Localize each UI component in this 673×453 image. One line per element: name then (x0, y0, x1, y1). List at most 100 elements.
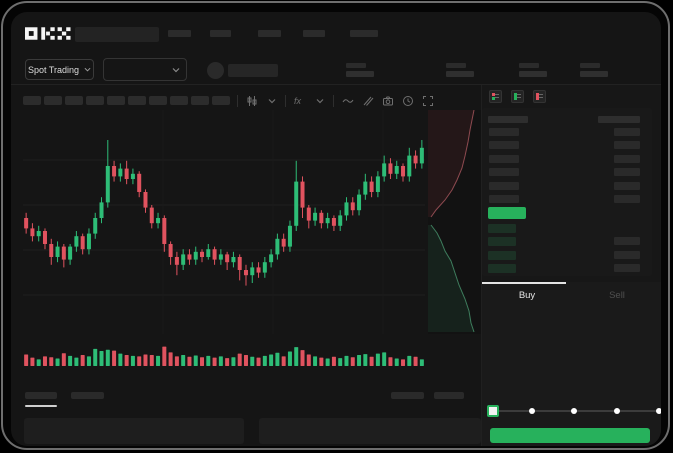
ask-price-placeholder (489, 128, 519, 136)
slider-stop[interactable] (571, 408, 577, 414)
ask-price-placeholder (489, 195, 519, 203)
ask-dot (492, 93, 495, 96)
chevron-down-icon[interactable] (313, 94, 326, 107)
bid-price-placeholder (488, 224, 516, 233)
svg-text:fx: fx (294, 96, 302, 106)
stat-group (519, 63, 547, 77)
nav-item-placeholder[interactable] (168, 30, 191, 37)
line (495, 97, 499, 98)
book-asks-icon[interactable] (533, 90, 546, 103)
stat-value-placeholder (519, 71, 547, 77)
slider-handle[interactable] (487, 405, 499, 417)
candlestick-chart[interactable] (23, 110, 425, 334)
slider-stop[interactable] (528, 408, 535, 414)
bid-amount-placeholder (614, 237, 640, 246)
bottom-action-placeholder[interactable] (434, 392, 464, 399)
stat-value-placeholder (446, 71, 474, 77)
bid-price-placeholder (488, 237, 516, 247)
book-all-icon[interactable] (489, 90, 502, 103)
bid-dot (492, 97, 495, 100)
ask-price-placeholder (489, 181, 519, 190)
ask-amount-placeholder (614, 128, 640, 136)
ticker-placeholder (75, 27, 159, 42)
ask-amount-placeholder (614, 195, 640, 203)
candle-type-icon[interactable] (245, 94, 258, 107)
timeframe-bar (23, 94, 230, 106)
orderbook-view-switch (489, 90, 546, 103)
okx-logo (25, 26, 71, 41)
ask-amount-placeholder (614, 181, 640, 190)
orderbook (482, 108, 652, 276)
bottom-tab[interactable] (71, 392, 104, 399)
draw-tool-icon[interactable] (361, 94, 374, 107)
nav-item-placeholder[interactable] (303, 30, 325, 37)
timeframe-button-placeholder[interactable] (86, 95, 104, 105)
line-tool-icon[interactable] (341, 94, 354, 107)
orderbook-col-header-price (488, 116, 528, 123)
timeframe-button-placeholder[interactable] (170, 95, 188, 105)
slider-stop[interactable] (656, 408, 661, 414)
topbar-divider (11, 84, 661, 85)
fullscreen-icon[interactable] (421, 94, 434, 107)
trading-app-window: Spot Trading fx (11, 12, 661, 446)
stat-group (580, 63, 608, 77)
bid-amount-placeholder (614, 250, 640, 259)
buy-button[interactable] (490, 428, 650, 443)
line (539, 94, 543, 95)
chart-tools: fx (237, 94, 434, 107)
chevron-down-icon[interactable] (265, 94, 278, 107)
market-type-selector[interactable]: Spot Trading (25, 59, 94, 80)
orderbook-col-header-amount (598, 116, 640, 123)
stat-label-placeholder (519, 63, 539, 68)
nav-item-placeholder[interactable] (258, 30, 281, 37)
depth-chart[interactable] (428, 109, 482, 334)
pair-name-placeholder (228, 64, 278, 77)
divider (237, 94, 238, 107)
line (517, 97, 521, 98)
indicators-icon[interactable]: fx (293, 94, 306, 107)
ask-amount-placeholder (614, 141, 640, 150)
timeframe-button-placeholder[interactable] (128, 95, 146, 105)
tab-buy[interactable]: Buy (482, 284, 572, 306)
timeframe-button-placeholder[interactable] (107, 95, 125, 105)
ask-amount-placeholder (614, 154, 640, 163)
pair-dropdown[interactable] (103, 58, 187, 81)
timeframe-button-placeholder[interactable] (65, 95, 83, 105)
trade-sidebar: Buy Sell (481, 85, 661, 446)
buy-tab-indicator (482, 282, 566, 284)
timeframe-button-placeholder[interactable] (44, 95, 62, 105)
stat-value-placeholder (346, 71, 374, 77)
ask-amount-placeholder (614, 168, 640, 177)
timeframe-button-placeholder[interactable] (23, 95, 41, 105)
timeframe-button-placeholder[interactable] (212, 95, 230, 105)
history-icon[interactable] (401, 94, 414, 107)
last-price-badge[interactable] (488, 207, 526, 219)
bottom-tab-active[interactable] (25, 392, 57, 399)
tab-sell[interactable]: Sell (572, 284, 661, 306)
amount-slider[interactable] (487, 405, 661, 417)
book-bids-icon[interactable] (511, 90, 524, 103)
stat-label-placeholder (446, 63, 466, 68)
timeframe-button-placeholder[interactable] (191, 95, 209, 105)
camera-icon[interactable] (381, 94, 394, 107)
stat-group (346, 63, 374, 77)
market-stats (346, 63, 616, 79)
ask-price-placeholder (489, 141, 519, 150)
stat-label-placeholder (580, 63, 600, 68)
ask-price-placeholder (489, 154, 519, 163)
timeframe-button-placeholder[interactable] (149, 95, 167, 105)
bid-amount-placeholder (614, 264, 640, 273)
history-panel-placeholder (259, 418, 481, 444)
slider-stop[interactable] (613, 408, 620, 414)
line (495, 94, 499, 95)
nav-item-placeholder[interactable] (350, 30, 378, 37)
stat-group (446, 63, 474, 77)
bottom-action-placeholder[interactable] (391, 392, 424, 399)
nav-item-placeholder[interactable] (210, 30, 231, 37)
market-type-label: Spot Trading (27, 64, 80, 75)
bid-price-placeholder (488, 250, 516, 260)
ask-bar (536, 93, 539, 100)
top-nav (168, 30, 388, 37)
sell-tab-label: Sell (609, 289, 625, 301)
